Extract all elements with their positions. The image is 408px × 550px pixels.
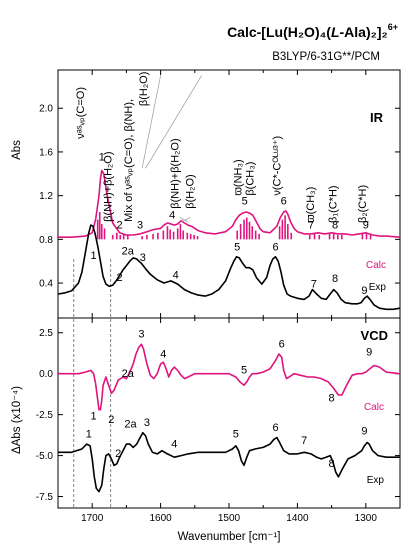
x-tick-label: 1600: [149, 513, 172, 524]
vcd-peak-label: 5: [233, 429, 239, 441]
ir-peak-label: 6: [281, 195, 287, 207]
vcd-series-exp: [58, 431, 400, 493]
annotation-mix: Mix of νᵃˢᵥₚ(C=O), β(NH),: [123, 99, 135, 222]
ir-peak-label: 4: [169, 210, 175, 222]
annotation-nu-co: νᵃˢᵥₚ(C=O): [75, 87, 87, 139]
annotation-nu-cc: ν(C*-Cᴼᴸᵘ³⁺): [271, 136, 283, 196]
vcd-peak-label: 1: [91, 411, 97, 423]
annotation-leader-line: [179, 217, 189, 223]
vcd-peak-label: 6: [272, 422, 278, 434]
vcd-y-tick-label: -5.0: [36, 451, 54, 462]
vcd-y-tick-label: -7.5: [36, 492, 54, 503]
vcd-peak-label: 9: [366, 347, 372, 359]
ir-peak-label: 9: [361, 285, 367, 297]
ir-peak-label: 3: [137, 219, 143, 231]
vcd-peak-label: 3: [138, 329, 144, 341]
vcd-y-tick-label: -2.5: [36, 410, 54, 421]
ir-peak-label: 8: [332, 219, 338, 231]
vcd-peak-label: 5: [241, 365, 247, 377]
ir-peak-label: 2a: [122, 246, 135, 258]
band-annotations: νᵃˢᵥₚ(C=O) β(NH)+β(H₂O) Mix of νᵃˢᵥₚ(C=O),…: [75, 72, 369, 223]
ir-series-exp: [58, 224, 400, 311]
x-tick-label: 1400: [286, 513, 309, 524]
annotation-beta-h2o-1: β(H₂O): [138, 72, 150, 106]
ir-peak-label: 5: [234, 241, 240, 253]
ir-series-calc: [58, 169, 400, 238]
annotation-beta-h2o-2: β(H₂O): [184, 174, 196, 208]
vcd-y-axis-label: ΔAbs (x10⁻⁴): [11, 386, 23, 454]
annotation-omega-nh3: ϖ(NH₃): [232, 159, 244, 195]
ir-legend-exp: Exp: [369, 282, 387, 293]
ir-y-tick-label: 0.4: [39, 279, 53, 290]
vcd-peak-label: 6: [279, 338, 285, 350]
vcd-peak-label: 1: [86, 429, 92, 441]
vcd-plot-area: [58, 343, 400, 493]
ir-y-axis-label: Abs: [11, 140, 23, 160]
ir-plot-area: [58, 169, 400, 311]
annotation-beta-nh-h2o-1: β(NH)+β(H₂O): [102, 151, 114, 221]
vcd-legend-exp: Exp: [367, 475, 385, 486]
vcd-peak-label: 4: [160, 348, 166, 360]
vcd-peak-label: 4: [171, 438, 177, 450]
vcd-panel-label: VCD: [361, 328, 388, 343]
annotation-leader-line: [145, 75, 202, 169]
x-axis-label: Wavenumber [cm⁻¹]: [178, 531, 281, 543]
guide-lines: [73, 259, 112, 508]
vcd-peak-label: 2: [115, 448, 121, 460]
vcd-legend-calc: Calc: [364, 402, 384, 413]
ir-peak-label: 1: [99, 152, 105, 164]
ir-peak-label: 3: [140, 252, 146, 264]
ir-peak-label: 9: [363, 219, 369, 231]
vcd-series-calc: [58, 343, 400, 411]
ir-panel-label: IR: [370, 110, 384, 125]
vcd-peak-label: 2: [108, 414, 114, 426]
ir-peak-label: 8: [332, 273, 338, 285]
annotation-leader-line: [180, 217, 191, 223]
x-tick-label: 1300: [355, 513, 378, 524]
x-tick-label: 1700: [81, 513, 104, 524]
ir-y-tick-label: 1.2: [39, 191, 53, 202]
vcd-peak-label: 9: [361, 425, 367, 437]
ir-peak-label: 7: [311, 278, 317, 290]
vcd-y-tick-label: 2.5: [39, 328, 53, 339]
vcd-y-tick-label: 0.0: [39, 369, 53, 380]
axis-ticks: 0.4 0.8 1.2 1.6 2.0 -7.5 -5.0 -2.5 0.0 2.5 1700 160…: [36, 70, 401, 524]
ir-peak-label: 2: [116, 219, 122, 231]
ir-legend-calc: Calc: [366, 260, 386, 271]
ir-y-tick-label: 2.0: [39, 104, 53, 115]
annotation-beta-ch3: β(CH₃): [245, 162, 257, 196]
ir-peak-label: 7: [308, 219, 314, 231]
ir-peak-label: 2: [116, 272, 122, 284]
x-tick-label: 1500: [218, 513, 241, 524]
ir-peak-label: 1: [91, 250, 97, 262]
ir-peak-label: 4: [173, 270, 179, 282]
ir-y-tick-label: 1.6: [39, 147, 53, 158]
ir-y-tick-label: 0.8: [39, 235, 53, 246]
annotation-beta1-ch: β₁(C*H): [327, 185, 339, 223]
vcd-peak-label: 2a: [122, 368, 135, 380]
vcd-peak-label: 8: [329, 393, 335, 405]
method-label: B3LYP/6-31G**/PCM: [272, 51, 380, 63]
annotation-leader-line: [141, 75, 161, 169]
vcd-peak-label: 8: [329, 458, 335, 470]
vcd-peak-label: 2a: [124, 419, 137, 431]
annotation-beta2-ch: β₂(C*H): [357, 185, 369, 223]
vcd-peak-label: 7: [301, 435, 307, 447]
annotation-omega-ch3: ϖ(CH₃): [305, 187, 317, 223]
ir-peak-label: 5: [242, 195, 248, 207]
figure-title: Calc-[Lu(H₂O)₄(L-Ala)₂]₂6+: [227, 22, 398, 40]
annotation-beta-nh-h2o-2: β(NH)+β(H₂O): [169, 138, 181, 208]
vcd-peak-label: 3: [144, 417, 150, 429]
ir-peak-label: 6: [272, 241, 278, 253]
